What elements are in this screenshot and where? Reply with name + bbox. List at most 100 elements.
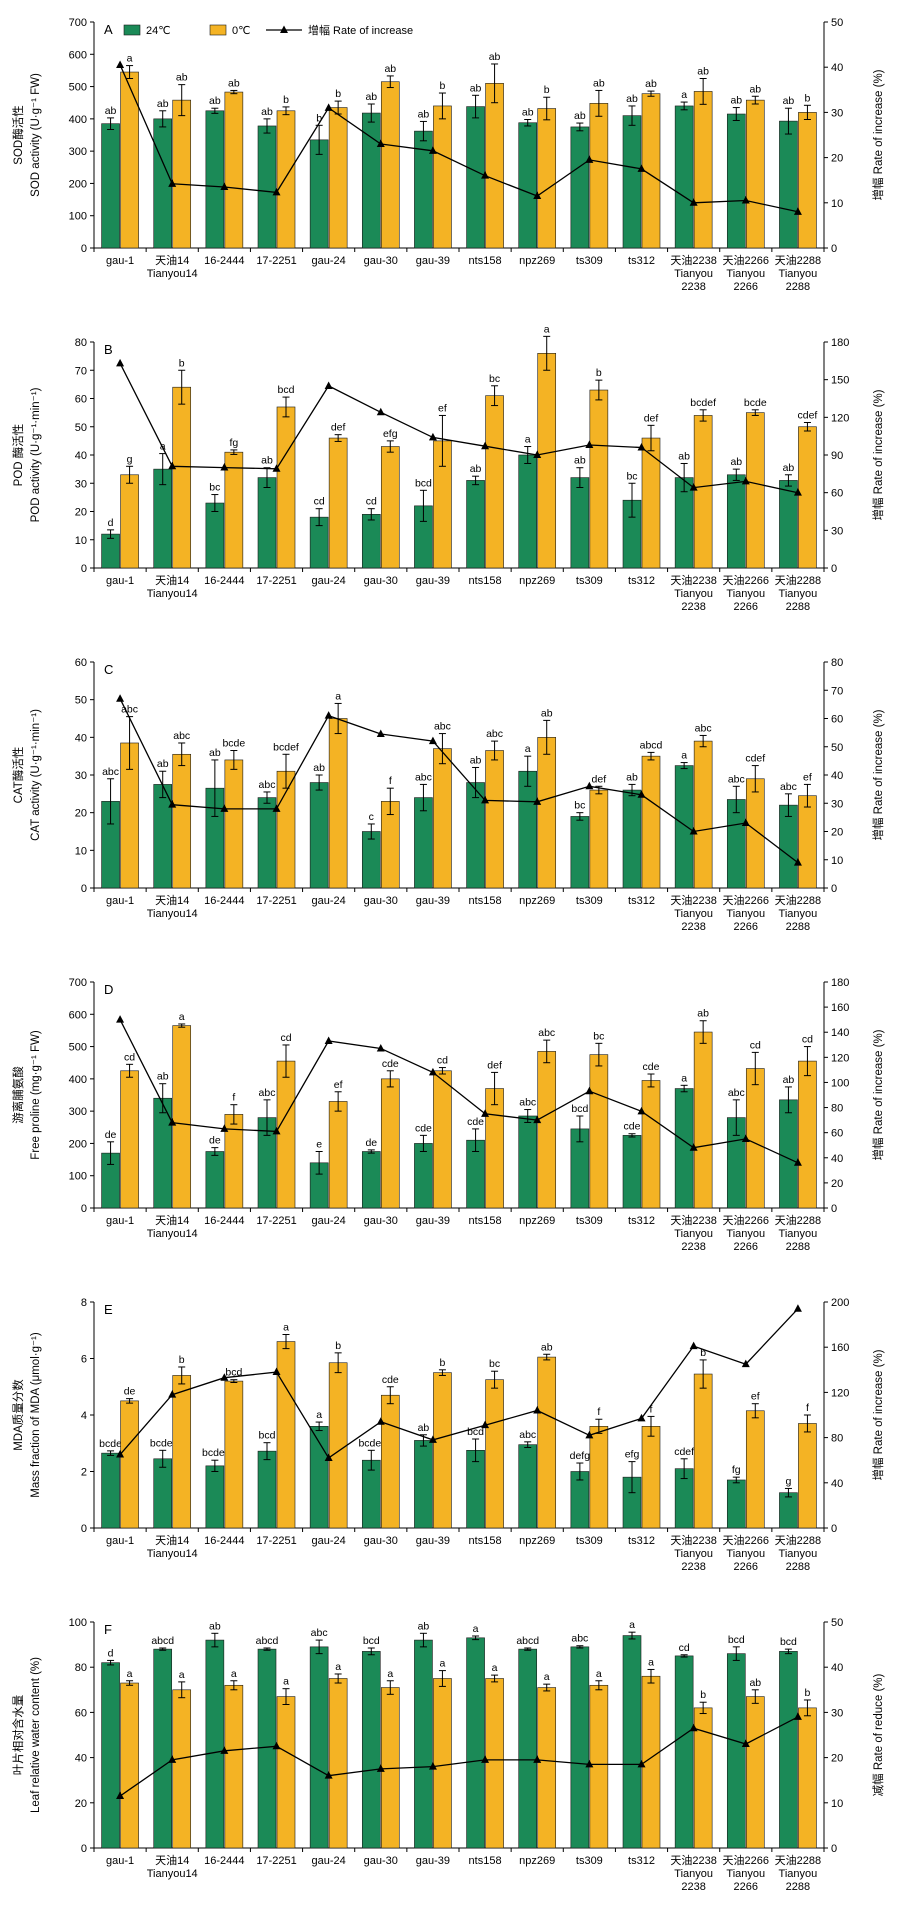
- x-tick-label: gau-30: [364, 895, 398, 907]
- x-tick-label: gau-39: [416, 1535, 450, 1547]
- x-tick-label: 天油14: [155, 1533, 189, 1547]
- x-tick-label: Tianyou14: [147, 1868, 198, 1880]
- x-tick-label: 16-2444: [204, 255, 244, 267]
- significance-letter: ab: [261, 106, 273, 118]
- bar-0c: [589, 389, 609, 569]
- error-bar: [126, 1680, 134, 1686]
- x-tick-label: npz269: [519, 1215, 555, 1227]
- rate-marker: [793, 1158, 802, 1166]
- significance-letter: b: [335, 1340, 341, 1352]
- bar-0c: [641, 755, 661, 889]
- bar-24c: [726, 474, 746, 569]
- rate-line: [119, 64, 799, 213]
- error-bar: [472, 475, 480, 486]
- y-tick-label: 200: [69, 1138, 87, 1150]
- x-tick-label: gau-1: [106, 895, 134, 907]
- significance-letter: a: [283, 1676, 289, 1688]
- error-bar: [680, 462, 688, 493]
- x-tick-label: 天油2288: [775, 253, 821, 267]
- error-bar: [732, 468, 740, 481]
- y2-tick-label: 10: [831, 1798, 843, 1810]
- bar-24c: [205, 110, 225, 249]
- bar-0c: [172, 753, 192, 889]
- x-tick-label: 天油14: [155, 893, 189, 907]
- y-tick-label: 50: [75, 422, 87, 434]
- legend-label-24c: 24℃: [146, 25, 171, 37]
- y2-tick-label: 200: [831, 1297, 849, 1309]
- significance-letter: a: [473, 1623, 479, 1635]
- significance-letter: b: [179, 357, 185, 369]
- y2-axis-title: 增幅 Rate of increase (%): [871, 1349, 885, 1480]
- significance-letter: defg: [570, 1450, 591, 1462]
- x-tick-label: npz269: [519, 255, 555, 267]
- rate-marker: [689, 827, 698, 835]
- error-bar: [367, 1149, 375, 1154]
- error-bar: [107, 529, 115, 539]
- bar-24c: [205, 502, 225, 569]
- significance-letter: ab: [470, 463, 482, 475]
- significance-letter: efg: [625, 1449, 640, 1461]
- significance-letter: f: [650, 1403, 653, 1415]
- y-tick-label: 100: [69, 211, 87, 223]
- x-tick-label: nts158: [469, 1855, 502, 1867]
- significance-letter: ab: [593, 77, 605, 89]
- error-bar: [784, 1086, 792, 1114]
- rate-marker: [168, 1118, 177, 1126]
- error-bar: [595, 89, 603, 117]
- y2-tick-label: 60: [831, 714, 843, 726]
- error-bar: [282, 1688, 290, 1705]
- y2-tick-label: 50: [831, 742, 843, 754]
- rate-line: [119, 1019, 799, 1164]
- bar-0c: [172, 386, 192, 569]
- significance-letter: abc: [415, 771, 432, 783]
- x-tick-label: ts312: [628, 895, 655, 907]
- error-bar: [386, 1386, 394, 1405]
- significance-letter: efg: [383, 428, 398, 440]
- bar-0c: [798, 112, 817, 249]
- x-tick-label: 17-2251: [256, 1855, 296, 1867]
- x-tick-label: 天油14: [155, 1853, 189, 1867]
- bar-0c: [485, 750, 504, 889]
- significance-letter: bcd: [780, 1636, 797, 1648]
- error-bar: [107, 778, 115, 825]
- error-bar: [803, 1414, 811, 1433]
- significance-letter: a: [681, 750, 687, 762]
- bar-0c: [537, 352, 557, 569]
- significance-letter: b: [805, 92, 811, 104]
- significance-letter: abc: [486, 728, 503, 740]
- x-tick-label: gau-1: [106, 255, 134, 267]
- bar-0c: [589, 1054, 609, 1209]
- bar-24c: [779, 480, 798, 569]
- error-bar: [211, 1632, 219, 1648]
- error-bar: [211, 107, 219, 114]
- significance-letter: abc: [519, 1097, 536, 1109]
- x-tick-label: Tianyou: [726, 908, 765, 920]
- x-tick-label: npz269: [519, 895, 555, 907]
- rate-marker: [376, 729, 385, 738]
- y-tick-label: 0: [81, 563, 87, 575]
- significance-letter: ab: [749, 1677, 761, 1689]
- x-tick-label: Tianyou14: [147, 268, 198, 280]
- bar-0c: [745, 412, 765, 569]
- significance-letter: a: [596, 1668, 602, 1680]
- x-tick-label: 16-2444: [204, 1535, 244, 1547]
- error-bar: [803, 1699, 811, 1717]
- rate-marker: [585, 781, 594, 790]
- error-bar: [699, 409, 707, 422]
- x-tick-label: gau-24: [312, 895, 346, 907]
- rate-marker: [533, 191, 542, 200]
- rate-marker: [533, 1115, 542, 1124]
- error-bar: [628, 1461, 636, 1494]
- y-tick-label: 200: [69, 178, 87, 190]
- significance-letter: cdef: [674, 1446, 694, 1458]
- rate-marker: [793, 858, 802, 866]
- error-bar: [315, 774, 323, 791]
- significance-letter: abc: [121, 704, 138, 716]
- bar-24c: [101, 1662, 120, 1849]
- y-tick-label: 20: [75, 808, 87, 820]
- bar-24c: [205, 1465, 225, 1529]
- significance-letter: ab: [384, 63, 396, 75]
- x-tick-label: 16-2444: [204, 895, 244, 907]
- significance-letter: f: [806, 1402, 809, 1414]
